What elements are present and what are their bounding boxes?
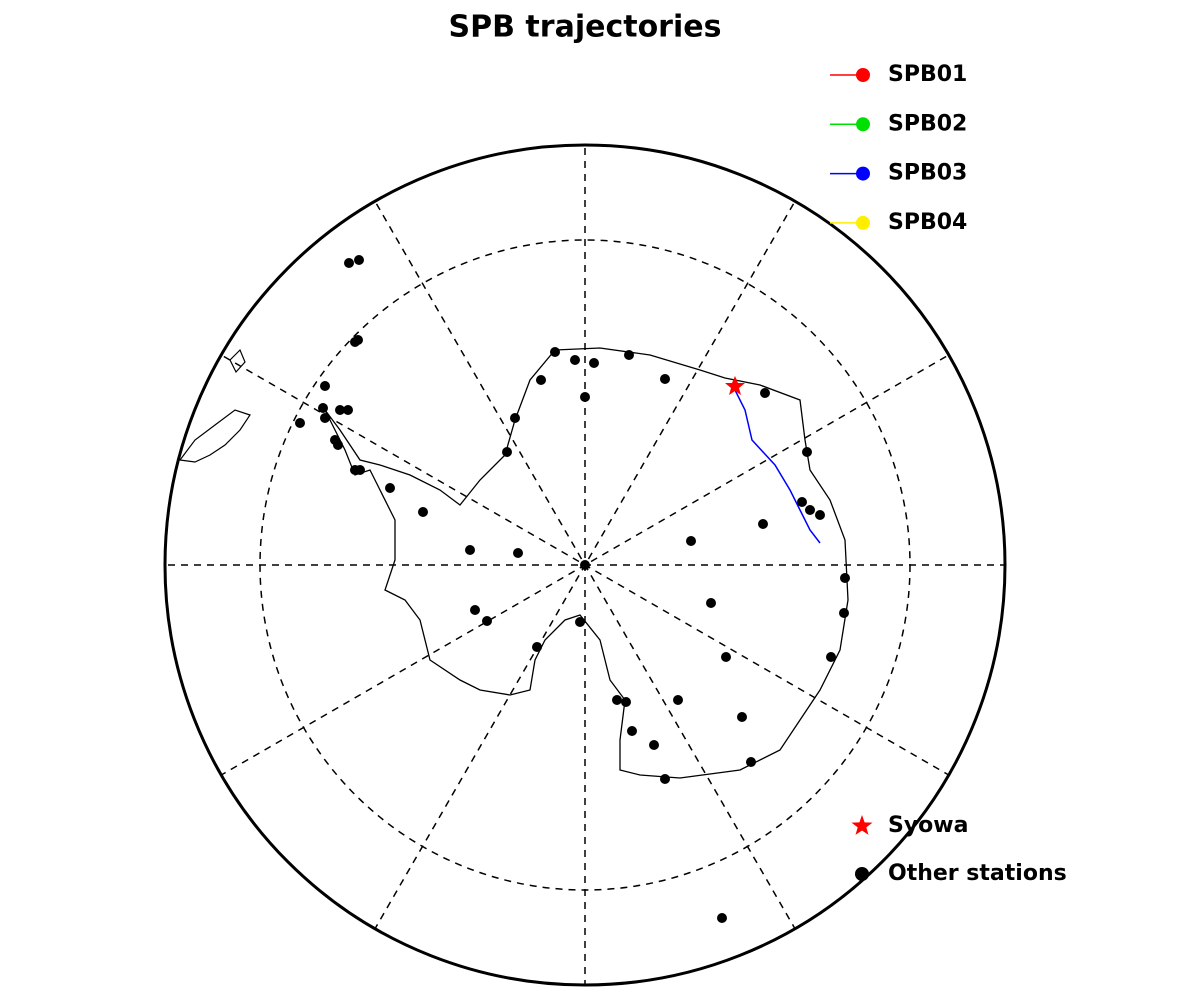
station-dot: [532, 642, 542, 652]
station-dot: [746, 757, 756, 767]
legend-dot: [856, 166, 870, 181]
station-dot: [470, 605, 480, 615]
syowa-marker: [725, 376, 745, 395]
station-dot: [320, 413, 330, 423]
station-dot: [536, 375, 546, 385]
station-dot: [385, 483, 395, 493]
station-dot: [333, 440, 343, 450]
station-dot: [721, 652, 731, 662]
station-dot: [575, 617, 585, 627]
station-dot: [570, 355, 580, 365]
station-dot: [612, 695, 622, 705]
station-dot: [815, 510, 825, 520]
station-dot: [760, 388, 770, 398]
station-dot: [621, 697, 631, 707]
legend-dot: [855, 867, 869, 881]
map-boundary: [163, 143, 1007, 987]
station-dot: [550, 347, 560, 357]
station-dot: [502, 447, 512, 457]
station-dot: [758, 519, 768, 529]
station-dot: [802, 447, 812, 457]
station-dot: [335, 405, 345, 415]
station-dot: [649, 740, 659, 750]
legend-label: Other stations: [888, 861, 1067, 886]
station-dot: [355, 465, 365, 475]
legend-label: SPB01: [888, 62, 967, 87]
trajectory-spb03: [734, 389, 821, 544]
station-dot: [706, 598, 716, 608]
legend-label: SPB03: [888, 161, 967, 186]
station-dot: [589, 358, 599, 368]
station-dot: [350, 337, 360, 347]
station-dot: [737, 712, 747, 722]
legend: SPB01 SPB02 SPB03 SPB04 Syowa Other stations: [830, 62, 1067, 886]
station-dot: [627, 726, 637, 736]
station-dot: [354, 255, 364, 265]
station-dot: [580, 560, 590, 570]
station-dot: [839, 608, 849, 618]
legend-label: Syowa: [888, 813, 968, 838]
station-dot: [320, 381, 330, 391]
station-dot: [482, 616, 492, 626]
legend-dot: [856, 215, 870, 230]
station-dot: [580, 392, 590, 402]
station-dot: [840, 573, 850, 583]
station-dot: [797, 497, 807, 507]
station-dot: [510, 413, 520, 423]
station-dot: [624, 350, 634, 360]
station-dot: [673, 695, 683, 705]
station-dot: [318, 403, 328, 413]
map-title: SPB trajectories: [449, 10, 722, 45]
legend-label: SPB04: [888, 210, 967, 235]
station-dot: [418, 507, 428, 517]
station-dot: [295, 418, 305, 428]
antarctica-coast: [324, 347, 849, 779]
station-dot: [660, 374, 670, 384]
station-dot: [660, 774, 670, 784]
station-dot: [805, 505, 815, 515]
station-dot: [465, 545, 475, 555]
station-dot: [717, 913, 727, 923]
station-dot: [344, 258, 354, 268]
stations: [295, 255, 850, 923]
legend-dot: [856, 68, 870, 82]
station-dot: [686, 536, 696, 546]
station-dot: [513, 548, 523, 558]
station-dot: [826, 652, 836, 662]
south-america-coast: [178, 348, 251, 463]
legend-label: SPB02: [888, 111, 967, 136]
legend-star: [851, 815, 873, 835]
station-dot: [343, 405, 353, 415]
legend-dot: [856, 117, 870, 132]
